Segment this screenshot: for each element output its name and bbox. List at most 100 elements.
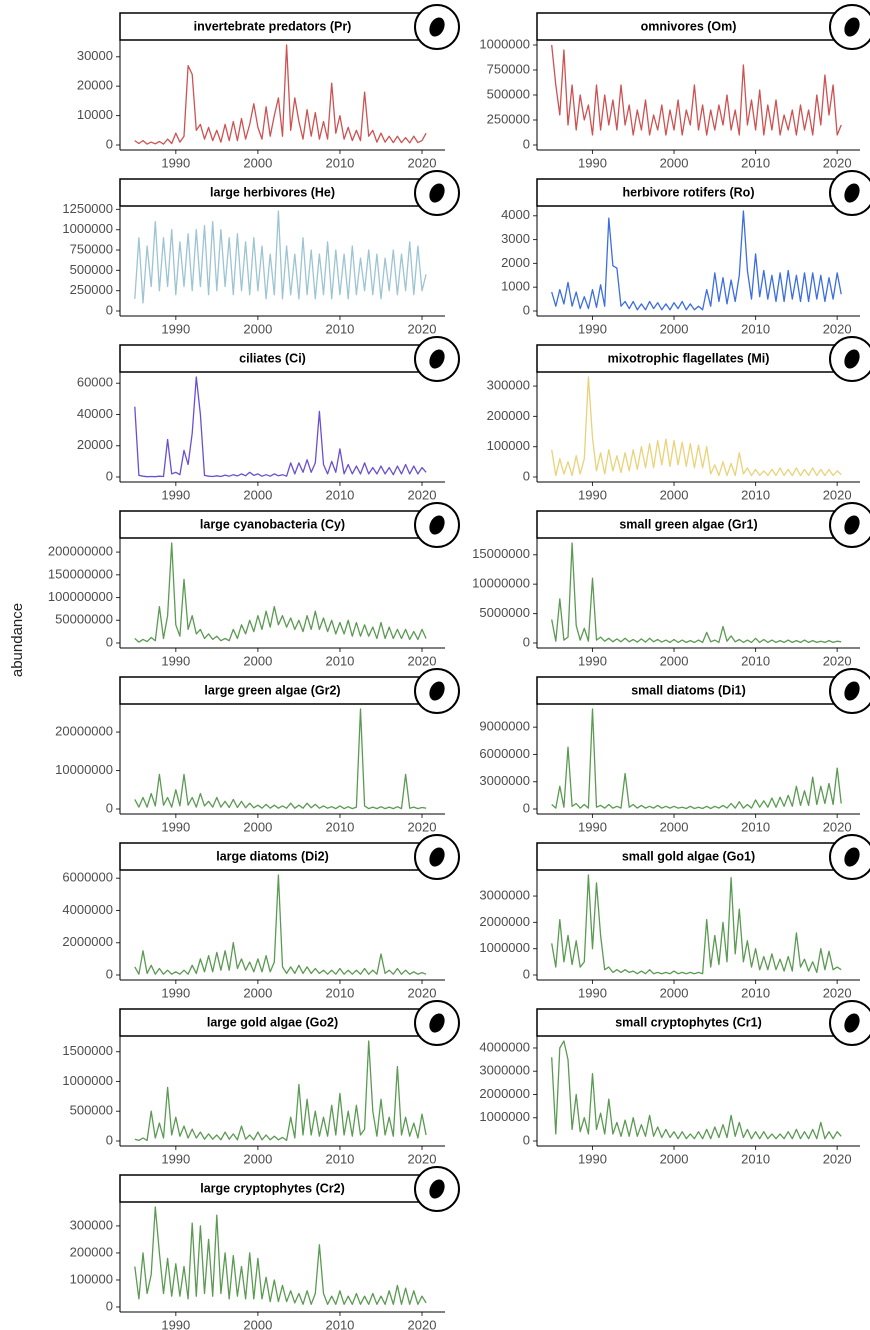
x-tick-label: 2020 — [823, 985, 852, 1000]
y-tick-label: 3000000 — [479, 887, 530, 902]
y-tick-label: 0 — [523, 800, 530, 815]
x-tick-label: 2010 — [741, 819, 770, 834]
y-tick-label: 1000000 — [479, 1109, 530, 1124]
x-tick-label: 2020 — [823, 487, 852, 502]
x-tick-label: 2010 — [325, 819, 354, 834]
x-tick-label: 2020 — [823, 1151, 852, 1166]
x-tick-label: 2020 — [408, 1317, 437, 1330]
figure: abundance invertebrate predators (Pr) 0 10… — [0, 0, 870, 1330]
panel: small cryptophytes (Cr1)0100000020000003… — [479, 1001, 870, 1166]
x-tick-label: 2020 — [408, 819, 437, 834]
y-tick-label: 100000 — [70, 1271, 113, 1286]
y-tick-label: 10000000 — [55, 762, 113, 777]
x-tick-label: 2000 — [243, 155, 272, 170]
x-tick-label: 2000 — [243, 985, 272, 1000]
y-tick-label: 1000000 — [479, 940, 530, 955]
y-tick-label: 200000 — [487, 408, 530, 423]
panel-title: omnivores (Om) — [641, 19, 737, 33]
x-tick-label: 1990 — [161, 819, 190, 834]
panel: large cryptophytes (Cr2)0100000200000300… — [70, 1167, 459, 1330]
y-tick-label: 300000 — [487, 378, 530, 393]
x-tick-label: 2010 — [325, 1151, 354, 1166]
panel-title: large herbivores (He) — [210, 185, 335, 199]
y-tick-label: 250000 — [70, 282, 113, 297]
panel-title: large green algae (Gr2) — [204, 683, 340, 697]
y-tick-label: 1000000 — [62, 221, 113, 236]
data-line — [135, 543, 426, 642]
y-tick-label: 300000 — [70, 1217, 113, 1232]
y-tick-label: 1000 — [501, 279, 530, 294]
y-tick-label: 50000000 — [55, 612, 113, 627]
y-tick-label: 2000000 — [479, 914, 530, 929]
panel: large gold algae (Go2)050000010000001500… — [62, 1001, 459, 1166]
x-tick-label: 1990 — [161, 985, 190, 1000]
y-tick-label: 100000 — [487, 438, 530, 453]
y-tick-label: 0 — [523, 634, 530, 649]
y-tick-label: 750000 — [487, 61, 530, 76]
y-tick-label: 0 — [523, 1132, 530, 1147]
x-tick-label: 2000 — [243, 321, 272, 336]
x-tick-label: 2010 — [325, 487, 354, 502]
panel-title: herbivore rotifers (Ro) — [623, 185, 755, 199]
x-tick-label: 1990 — [161, 1317, 190, 1330]
data-line — [552, 45, 842, 135]
panel-title: ciliates (Ci) — [239, 351, 306, 365]
y-tick-label: 750000 — [70, 241, 113, 256]
x-tick-label: 1990 — [161, 487, 190, 502]
y-tick-label: 1500000 — [62, 1043, 113, 1058]
y-tick-label: 500000 — [70, 262, 113, 277]
x-tick-label: 2000 — [660, 819, 689, 834]
data-line — [135, 377, 426, 477]
x-tick-label: 2000 — [243, 487, 272, 502]
y-tick-label: 10000000 — [472, 576, 530, 591]
panel: small gold algae (Go1)010000002000000300… — [479, 835, 870, 1000]
y-tick-label: 4000000 — [62, 902, 113, 917]
y-tick-label: 20000 — [77, 437, 113, 452]
panel: small green algae (Gr1)05000000100000001… — [472, 503, 870, 668]
x-tick-label: 2010 — [325, 985, 354, 1000]
data-line — [135, 1041, 426, 1140]
y-tick-label: 0 — [523, 966, 530, 981]
x-tick-label: 2000 — [660, 985, 689, 1000]
y-tick-label: 3000000 — [479, 1063, 530, 1078]
panel: herbivore rotifers (Ro)01000200030004000… — [501, 171, 870, 336]
y-tick-label: 30000 — [77, 48, 113, 63]
y-axis-label: abundance — [9, 603, 26, 677]
x-tick-label: 2020 — [408, 155, 437, 170]
y-tick-label: 0 — [106, 468, 113, 483]
y-tick-label: 0 — [106, 634, 113, 649]
y-tick-label: 200000 — [70, 1244, 113, 1259]
data-line — [552, 211, 842, 310]
y-tick-label: 4000 — [501, 207, 530, 222]
x-tick-label: 2000 — [660, 1151, 689, 1166]
panel: mixotrophic flagellates (Mi)010000020000… — [487, 337, 870, 502]
y-tick-label: 15000000 — [472, 546, 530, 561]
data-line — [135, 875, 426, 974]
x-tick-label: 2010 — [325, 1317, 354, 1330]
y-tick-label: 0 — [523, 136, 530, 151]
x-tick-label: 2020 — [823, 321, 852, 336]
x-tick-label: 2000 — [660, 321, 689, 336]
panel: large herbivores (He)0250000500000750000… — [62, 171, 459, 336]
x-tick-label: 2000 — [243, 1151, 272, 1166]
panel: large diatoms (Di2)020000004000000600000… — [62, 835, 459, 1000]
x-tick-label: 1990 — [161, 155, 190, 170]
data-line — [135, 211, 426, 303]
x-tick-label: 1990 — [578, 1151, 607, 1166]
x-tick-label: 1990 — [161, 1151, 190, 1166]
y-tick-label: 4000000 — [479, 1039, 530, 1054]
x-tick-label: 2020 — [823, 819, 852, 834]
x-tick-label: 2010 — [741, 653, 770, 668]
panel-title: large cyanobacteria (Cy) — [200, 517, 345, 531]
panel-title: mixotrophic flagellates (Mi) — [608, 351, 770, 365]
y-tick-label: 150000000 — [48, 566, 113, 581]
y-tick-label: 6000000 — [479, 746, 530, 761]
x-tick-label: 2010 — [741, 1151, 770, 1166]
y-tick-label: 1000000 — [479, 36, 530, 51]
y-tick-label: 0 — [523, 302, 530, 317]
data-line — [135, 709, 426, 809]
x-tick-label: 1990 — [578, 155, 607, 170]
y-tick-label: 40000 — [77, 406, 113, 421]
panel-title: invertebrate predators (Pr) — [194, 19, 352, 33]
y-tick-label: 9000000 — [479, 719, 530, 734]
